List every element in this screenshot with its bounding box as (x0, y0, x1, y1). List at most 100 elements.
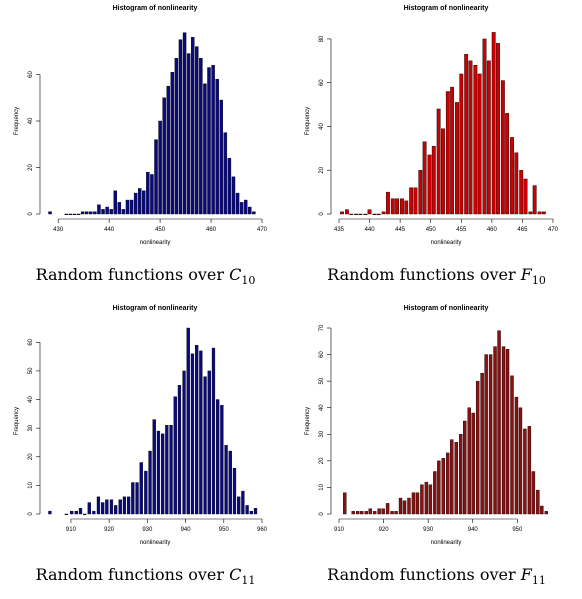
caption-subscript: 10 (531, 274, 546, 288)
histogram-bar (148, 450, 152, 515)
x-tick-label: 920 (104, 527, 115, 533)
histogram-bar (527, 426, 532, 515)
histogram-bar (468, 60, 473, 215)
histogram-bar (190, 353, 195, 515)
histogram-bar (166, 85, 170, 215)
y-tick-label: 10 (28, 481, 34, 488)
histogram-bar (243, 199, 248, 215)
histogram-bar (433, 471, 437, 515)
histogram-bar (101, 209, 105, 215)
y-axis: 0 20 40 60 80 (319, 35, 332, 216)
x-tick-label: 440 (104, 227, 115, 233)
histogram-bar (528, 211, 533, 215)
histogram-bar (376, 213, 381, 216)
histogram-bar (422, 141, 427, 215)
histogram-bar (445, 91, 450, 215)
caption-subscript: 11 (531, 574, 546, 588)
y-tick-label: 40 (28, 396, 34, 403)
histogram-bar (459, 434, 463, 515)
histogram-bar (409, 187, 414, 215)
histogram-bar (523, 178, 528, 215)
y-tick-label: 30 (319, 430, 325, 437)
x-tick-label: 470 (548, 227, 559, 233)
histogram-bar (245, 505, 249, 515)
histogram-bar (158, 120, 162, 215)
histogram-bar (80, 211, 85, 215)
histogram-bar (135, 482, 139, 515)
histogram-bar (114, 505, 118, 515)
y-axis-label: Frequency (14, 107, 20, 135)
histogram-bar (372, 511, 377, 515)
y-tick-label: 50 (28, 367, 34, 374)
histogram-bar (390, 198, 395, 215)
histogram-bar (441, 128, 445, 215)
x-tick-label: 460 (487, 227, 498, 233)
histogram-bar (437, 460, 441, 515)
histogram-bar (351, 511, 355, 515)
histogram-bar (253, 508, 258, 515)
histogram-bar (239, 202, 244, 215)
histogram-bar (241, 490, 245, 515)
histogram-bar (178, 39, 183, 215)
caption-prefix: Random functions over (327, 265, 521, 284)
histogram-bar (156, 430, 161, 515)
histogram-bar (518, 407, 523, 515)
histogram-bar (113, 190, 117, 215)
histogram-bar (74, 510, 78, 515)
histogram-bar (89, 211, 93, 215)
histogram-bar (182, 32, 187, 215)
histogram-bar (195, 46, 199, 215)
x-axis-label: nonlinearity (140, 240, 171, 246)
x-axis-label: nonlinearity (140, 540, 171, 546)
histogram-bar (349, 213, 354, 216)
histogram-bar (463, 420, 467, 515)
histogram-bar (413, 187, 418, 215)
histogram-bar (407, 497, 411, 515)
histogram-bar (237, 496, 241, 515)
panel-bottom-left: Histogram of nonlinearity 910 920 930 940 950… (0, 300, 291, 599)
histogram-bar (431, 145, 436, 215)
histogram-bar (224, 445, 228, 515)
caption-prefix: Random functions over (35, 265, 230, 284)
histogram-bar (532, 185, 537, 215)
y-axis: 0 10 20 30 40 50 60 70 (319, 324, 332, 516)
panel-top-left: Histogram of nonlinearity 430 440 450 460 470… (0, 0, 291, 299)
x-tick-label: 950 (219, 527, 230, 533)
y-axis-label: Frequency (305, 407, 311, 435)
y-tick-label: 40 (319, 122, 325, 129)
histogram-bar (441, 457, 446, 515)
histogram-bar (105, 206, 109, 215)
histogram-bar (227, 157, 232, 215)
histogram-bar (491, 32, 496, 215)
x-tick-label: 950 (512, 527, 523, 533)
histogram-bar (207, 67, 211, 215)
y-tick-label: 50 (319, 377, 325, 384)
y-tick-label: 30 (28, 424, 34, 431)
histogram-bar (76, 213, 81, 216)
histogram-bar (395, 198, 400, 215)
y-tick-label: 20 (28, 164, 34, 171)
histogram-bar (475, 380, 480, 515)
histogram-bar (126, 496, 131, 515)
histogram-bar (519, 170, 524, 215)
histogram-chart: Histogram of nonlinearity 435 440 445 450 455… (305, 5, 559, 246)
histogram-bar (364, 511, 368, 515)
histogram-bar (96, 496, 101, 515)
y-tick-label: 20 (28, 453, 34, 460)
histogram-bar (139, 462, 143, 515)
histogram-bar (367, 209, 372, 215)
histogram-bar (464, 54, 469, 215)
histogram-bar (223, 132, 228, 215)
histogram-bar (125, 199, 130, 215)
x-tick-label: 940 (181, 527, 192, 533)
histogram-bar (340, 211, 344, 215)
histogram-bar (174, 58, 179, 215)
histogram-bar (133, 192, 138, 215)
histogram-bar (186, 327, 190, 515)
histogram-bar (505, 349, 510, 515)
histogram-bar (360, 511, 364, 515)
histogram-bar (252, 211, 256, 215)
bars (343, 330, 549, 515)
x-axis: 910 920 930 940 950 (334, 518, 523, 533)
y-tick-label: 10 (319, 483, 325, 490)
